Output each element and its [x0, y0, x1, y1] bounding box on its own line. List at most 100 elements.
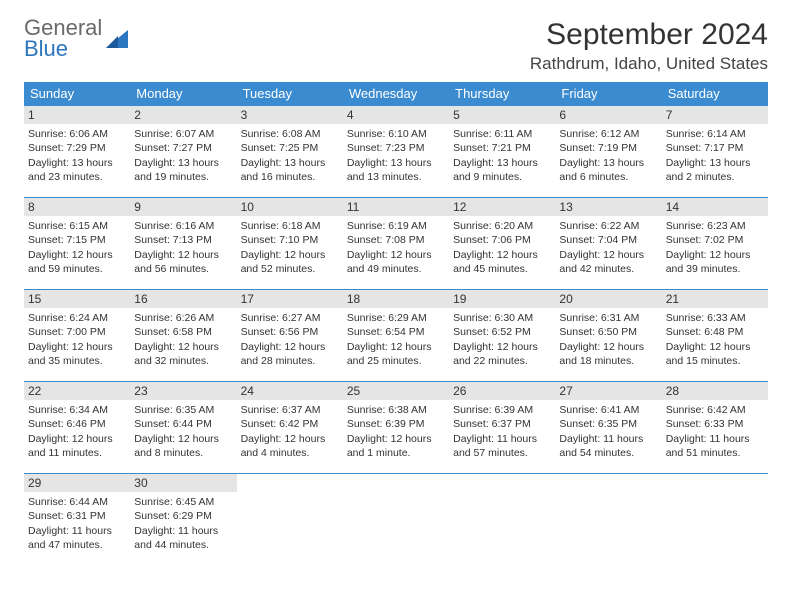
calendar-cell — [555, 474, 661, 566]
calendar-cell: 19Sunrise: 6:30 AMSunset: 6:52 PMDayligh… — [449, 290, 555, 382]
sunset-text: Sunset: 7:10 PM — [241, 233, 339, 247]
day-number: 1 — [24, 106, 130, 124]
day-number: 9 — [130, 198, 236, 216]
day-number: 20 — [555, 290, 661, 308]
daylight-text: Daylight: 11 hours and 44 minutes. — [134, 524, 232, 552]
day-number: 26 — [449, 382, 555, 400]
location-text: Rathdrum, Idaho, United States — [530, 54, 768, 74]
page-header: General Blue September 2024 Rathdrum, Id… — [24, 18, 768, 74]
sunset-text: Sunset: 6:39 PM — [347, 417, 445, 431]
sunrise-text: Sunrise: 6:06 AM — [28, 127, 126, 141]
day-number: 3 — [237, 106, 343, 124]
sunset-text: Sunset: 6:58 PM — [134, 325, 232, 339]
day-number: 15 — [24, 290, 130, 308]
sunset-text: Sunset: 6:52 PM — [453, 325, 551, 339]
weekday-header: Friday — [555, 82, 661, 106]
day-number: 10 — [237, 198, 343, 216]
day-number: 17 — [237, 290, 343, 308]
sunrise-text: Sunrise: 6:38 AM — [347, 403, 445, 417]
daylight-text: Daylight: 12 hours and 22 minutes. — [453, 340, 551, 368]
calendar-cell: 17Sunrise: 6:27 AMSunset: 6:56 PMDayligh… — [237, 290, 343, 382]
day-number: 24 — [237, 382, 343, 400]
sunrise-text: Sunrise: 6:19 AM — [347, 219, 445, 233]
calendar-cell — [343, 474, 449, 566]
daylight-text: Daylight: 12 hours and 42 minutes. — [559, 248, 657, 276]
day-number: 7 — [662, 106, 768, 124]
calendar-cell: 13Sunrise: 6:22 AMSunset: 7:04 PMDayligh… — [555, 198, 661, 290]
daylight-text: Daylight: 12 hours and 49 minutes. — [347, 248, 445, 276]
day-number: 11 — [343, 198, 449, 216]
sunrise-text: Sunrise: 6:41 AM — [559, 403, 657, 417]
calendar-cell: 14 Sunrise: 6:23 AMSunset: 7:02 PMDayligh… — [662, 198, 768, 290]
day-number: 30 — [130, 474, 236, 492]
daylight-text: Daylight: 12 hours and 39 minutes. — [666, 248, 764, 276]
calendar-cell: 20 Sunrise: 6:31 AMSunset: 6:50 PMDayligh… — [555, 290, 661, 382]
daylight-text: Daylight: 13 hours and 19 minutes. — [134, 156, 232, 184]
daylight-text: Daylight: 13 hours and 2 minutes. — [666, 156, 764, 184]
daylight-text: Daylight: 11 hours and 57 minutes. — [453, 432, 551, 460]
logo-sail-icon — [104, 28, 130, 50]
sunset-text: Sunset: 7:29 PM — [28, 141, 126, 155]
daylight-text: Daylight: 12 hours and 59 minutes. — [28, 248, 126, 276]
daylight-text: Daylight: 13 hours and 9 minutes. — [453, 156, 551, 184]
sunset-text: Sunset: 7:25 PM — [241, 141, 339, 155]
daylight-text: Daylight: 13 hours and 16 minutes. — [241, 156, 339, 184]
calendar-cell — [237, 474, 343, 566]
calendar-cell: 3Sunrise: 6:08 AMSunset: 7:25 PMDaylight… — [237, 106, 343, 198]
calendar-cell: 22Sunrise: 6:34 AMSunset: 6:46 PMDayligh… — [24, 382, 130, 474]
sunrise-text: Sunrise: 6:12 AM — [559, 127, 657, 141]
weekday-header: Monday — [130, 82, 236, 106]
calendar-cell: 18Sunrise: 6:29 AMSunset: 6:54 PMDayligh… — [343, 290, 449, 382]
day-number: 13 — [555, 198, 661, 216]
day-number: 29 — [24, 474, 130, 492]
sunset-text: Sunset: 6:37 PM — [453, 417, 551, 431]
calendar-cell: 16Sunrise: 6:26 AMSunset: 6:58 PMDayligh… — [130, 290, 236, 382]
calendar-cell: 28Sunrise: 6:42 AMSunset: 6:33 PMDayligh… — [662, 382, 768, 474]
daylight-text: Daylight: 12 hours and 45 minutes. — [453, 248, 551, 276]
calendar-table: SundayMondayTuesdayWednesdayThursdayFrid… — [24, 82, 768, 566]
sunset-text: Sunset: 7:00 PM — [28, 325, 126, 339]
daylight-text: Daylight: 12 hours and 18 minutes. — [559, 340, 657, 368]
day-number: 22 — [24, 382, 130, 400]
sunset-text: Sunset: 6:31 PM — [28, 509, 126, 523]
calendar-cell: 27Sunrise: 6:41 AMSunset: 6:35 PMDayligh… — [555, 382, 661, 474]
daylight-text: Daylight: 12 hours and 52 minutes. — [241, 248, 339, 276]
daylight-text: Daylight: 12 hours and 8 minutes. — [134, 432, 232, 460]
day-number: 23 — [130, 382, 236, 400]
daylight-text: Daylight: 12 hours and 25 minutes. — [347, 340, 445, 368]
sunset-text: Sunset: 7:08 PM — [347, 233, 445, 247]
calendar-cell: 15Sunrise: 6:24 AMSunset: 7:00 PMDayligh… — [24, 290, 130, 382]
day-number: 5 — [449, 106, 555, 124]
daylight-text: Daylight: 11 hours and 51 minutes. — [666, 432, 764, 460]
sunrise-text: Sunrise: 6:07 AM — [134, 127, 232, 141]
calendar-body: 1 Sunrise: 6:06 AMSunset: 7:29 PM Daylight… — [24, 106, 768, 566]
weekday-header: Tuesday — [237, 82, 343, 106]
sunset-text: Sunset: 7:19 PM — [559, 141, 657, 155]
sunset-text: Sunset: 6:50 PM — [559, 325, 657, 339]
sunset-text: Sunset: 7:04 PM — [559, 233, 657, 247]
calendar-head: SundayMondayTuesdayWednesdayThursdayFrid… — [24, 82, 768, 106]
calendar-cell: 4Sunrise: 6:10 AMSunset: 7:23 PMDaylight… — [343, 106, 449, 198]
daylight-text: Daylight: 11 hours and 54 minutes. — [559, 432, 657, 460]
sunset-text: Sunset: 6:35 PM — [559, 417, 657, 431]
calendar-cell: 1Sunrise: 6:06 AMSunset: 7:29 PMDaylight… — [24, 106, 130, 198]
day-number: 16 — [130, 290, 236, 308]
calendar-cell: 21Sunrise: 6:33 AMSunset: 6:48 PMDayligh… — [662, 290, 768, 382]
sunrise-text: Sunrise: 6:34 AM — [28, 403, 126, 417]
sunset-text: Sunset: 7:06 PM — [453, 233, 551, 247]
daylight-text: Daylight: 12 hours and 56 minutes. — [134, 248, 232, 276]
sunrise-text: Sunrise: 6:44 AM — [28, 495, 126, 509]
calendar-cell: 29Sunrise: 6:44 AMSunset: 6:31 PMDayligh… — [24, 474, 130, 566]
calendar-cell: 23Sunrise: 6:35 AMSunset: 6:44 PMDayligh… — [130, 382, 236, 474]
sunrise-text: Sunrise: 6:23 AM — [666, 219, 764, 233]
sunrise-text: Sunrise: 6:18 AM — [241, 219, 339, 233]
sunrise-text: Sunrise: 6:35 AM — [134, 403, 232, 417]
calendar-cell — [449, 474, 555, 566]
sunset-text: Sunset: 7:17 PM — [666, 141, 764, 155]
day-number: 14 — [662, 198, 768, 216]
sunset-text: Sunset: 7:02 PM — [666, 233, 764, 247]
sunrise-text: Sunrise: 6:14 AM — [666, 127, 764, 141]
sunrise-text: Sunrise: 6:31 AM — [559, 311, 657, 325]
month-title: September 2024 — [530, 18, 768, 52]
day-number: 6 — [555, 106, 661, 124]
